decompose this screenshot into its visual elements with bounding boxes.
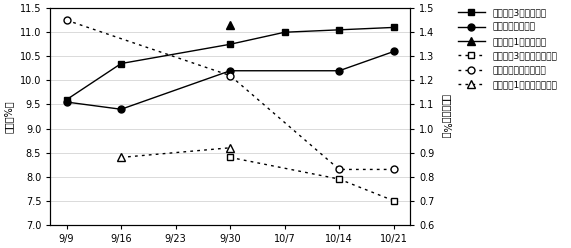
上野対照（糖度） bbox=[227, 69, 234, 72]
みえ紀南3号（糖度） bbox=[118, 62, 124, 65]
みえ紀南3号（糖度） bbox=[336, 28, 343, 31]
みえ紀南1号（クエン酸） bbox=[227, 146, 234, 149]
上野対照（糖度） bbox=[336, 69, 343, 72]
みえ紀南3号（クエン酸） bbox=[227, 156, 234, 159]
みえ紀南3号（糖度） bbox=[282, 31, 288, 34]
上野対照（糖度） bbox=[390, 50, 397, 53]
みえ紀南1号（クエン酸） bbox=[118, 156, 124, 159]
上野対照（クエン酸） bbox=[390, 168, 397, 171]
Legend: みえ紀南3号（糖度）, 上野対照（糖度）, みえ紀南1号（糖度）, みえ紀南3号（クエン酸）, 上野対照（クエン酸）, みえ紀南1号（クエン酸）: みえ紀南3号（糖度）, 上野対照（糖度）, みえ紀南1号（糖度）, みえ紀南3号… bbox=[458, 8, 557, 90]
Line: みえ紀南1号（クエン酸）: みえ紀南1号（クエン酸） bbox=[117, 144, 234, 162]
Line: 上野対照（糖度）: 上野対照（糖度） bbox=[63, 48, 397, 113]
Y-axis label: クエン酸（%）: クエン酸（%） bbox=[441, 94, 451, 139]
上野対照（クエン酸） bbox=[227, 74, 234, 77]
上野対照（糖度） bbox=[63, 100, 70, 103]
みえ紀南3号（クエン酸） bbox=[336, 178, 343, 181]
Y-axis label: 糖度（%）: 糖度（%） bbox=[4, 100, 14, 133]
Line: みえ紀南3号（クエン酸）: みえ紀南3号（クエン酸） bbox=[227, 154, 397, 204]
みえ紀南3号（糖度） bbox=[63, 98, 70, 101]
上野対照（クエン酸） bbox=[336, 168, 343, 171]
みえ紀南3号（糖度） bbox=[227, 43, 234, 46]
Line: 上野対照（クエン酸）: 上野対照（クエン酸） bbox=[63, 17, 397, 173]
みえ紀南3号（クエン酸） bbox=[390, 199, 397, 202]
上野対照（クエン酸） bbox=[63, 19, 70, 22]
Line: みえ紀南3号（糖度）: みえ紀南3号（糖度） bbox=[63, 24, 397, 103]
上野対照（糖度） bbox=[118, 108, 124, 111]
みえ紀南3号（糖度） bbox=[390, 26, 397, 29]
